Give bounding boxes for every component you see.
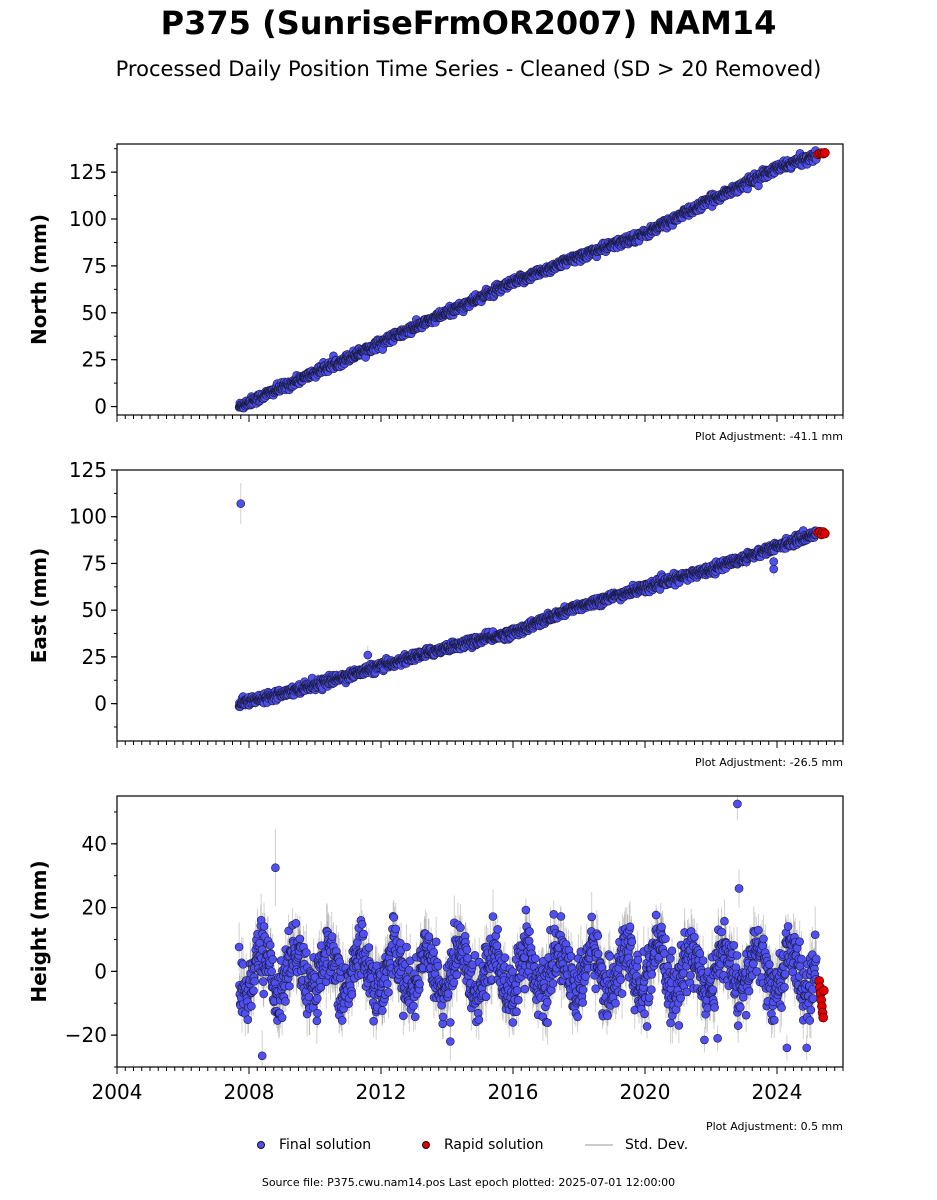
y-tick-label: 125 <box>69 160 107 184</box>
y-axis-label: North (mm) <box>27 214 51 345</box>
y-tick-label: 25 <box>82 348 107 372</box>
panel-1: 0 25 50 75 100 125 North (mm) Plot Adjustment: … <box>27 143 844 443</box>
final-solution-points <box>234 146 821 413</box>
rapid-solution-point <box>820 148 830 158</box>
data-layer-2 <box>234 483 830 712</box>
y-tick-label: 0 <box>94 395 107 419</box>
final-solution-points <box>234 499 821 712</box>
y-tick-label: 50 <box>82 301 107 325</box>
data-layer-1 <box>234 146 830 414</box>
rapid-solution-points <box>813 148 830 160</box>
y-tick-label: 100 <box>69 207 107 231</box>
y-tick-label: 75 <box>82 254 107 278</box>
plot-adjustment-note: Plot Adjustment: -41.1 mm <box>695 430 843 443</box>
